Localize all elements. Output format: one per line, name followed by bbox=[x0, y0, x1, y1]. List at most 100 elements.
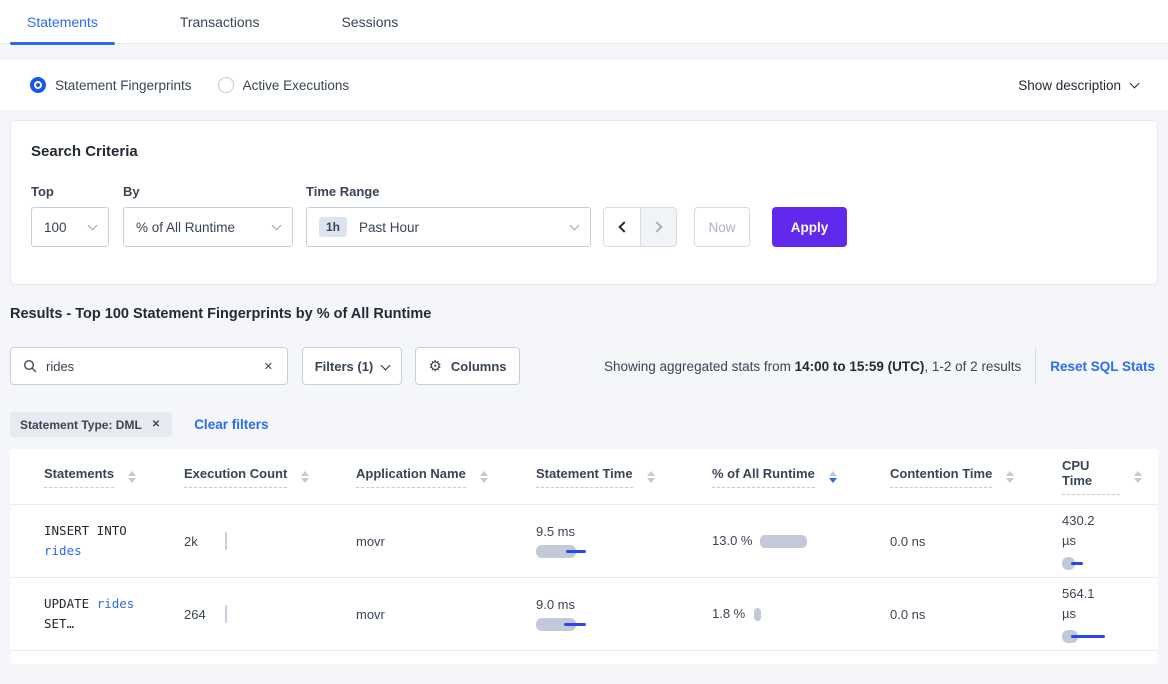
by-select[interactable]: % of All Runtime bbox=[123, 207, 293, 247]
execution-count-cell: 2k bbox=[184, 532, 356, 550]
time-bar bbox=[536, 544, 626, 559]
top-field: Top 100 bbox=[31, 184, 109, 247]
prev-time-button[interactable] bbox=[604, 208, 640, 246]
cpu-time-cell: 430.2 µs bbox=[1062, 511, 1142, 571]
show-description-toggle[interactable]: Show description bbox=[1018, 77, 1140, 93]
sort-icon[interactable] bbox=[128, 470, 137, 483]
time-range-select[interactable]: 1h Past Hour bbox=[306, 207, 591, 247]
radio-statement-fingerprints[interactable]: Statement Fingerprints bbox=[30, 77, 192, 93]
execution-count-cell: 264 bbox=[184, 605, 356, 623]
radio-unselected-icon[interactable] bbox=[217, 77, 234, 93]
col-application-name: Application Name bbox=[356, 466, 536, 488]
time-range-field: Time Range 1h Past Hour bbox=[293, 184, 591, 247]
table-link: rides bbox=[96, 596, 135, 611]
search-criteria-form: Top 100 By % of All Runtime Time Range 1… bbox=[31, 184, 1137, 247]
now-button[interactable]: Now bbox=[694, 207, 750, 247]
col-execution-count: Execution Count bbox=[184, 466, 356, 488]
sort-icon[interactable] bbox=[479, 470, 488, 483]
table-row[interactable]: UPDATE rides SET… 264 movr 9.0 ms 1.8 % … bbox=[10, 578, 1158, 651]
by-select-value: % of All Runtime bbox=[136, 219, 236, 235]
chevron-down-icon bbox=[380, 360, 391, 370]
search-criteria-card: Search Criteria Top 100 By % of All Runt… bbox=[10, 120, 1158, 285]
radio-active-exec-label: Active Executions bbox=[242, 77, 350, 93]
tab-sessions[interactable]: Sessions bbox=[341, 13, 399, 30]
filter-chip-statement-type[interactable]: Statement Type: DML ✕ bbox=[10, 412, 173, 437]
col-statements: Statements bbox=[44, 466, 184, 488]
statement-time-cell: 9.5 ms bbox=[536, 524, 712, 559]
mini-bar bbox=[225, 605, 227, 623]
time-range-pager bbox=[603, 207, 677, 247]
radio-selected-icon[interactable] bbox=[30, 77, 46, 93]
col-cpu-time: CPU Time bbox=[1062, 458, 1142, 495]
vertical-divider bbox=[1035, 347, 1037, 385]
chevron-down-icon bbox=[569, 220, 580, 230]
show-description-label: Show description bbox=[1018, 77, 1121, 93]
pct-runtime-cell: 1.8 % bbox=[712, 604, 890, 624]
contention-time-cell: 0.0 ns bbox=[890, 606, 926, 622]
results-controls-row: ✕ Filters (1) ⚙ Columns Showing aggregat… bbox=[10, 347, 1158, 385]
clear-filters-link[interactable]: Clear filters bbox=[194, 417, 269, 432]
gear-icon: ⚙ bbox=[428, 357, 442, 375]
filter-chips-row: Statement Type: DML ✕ Clear filters bbox=[10, 412, 1158, 437]
statement-search-box[interactable]: ✕ bbox=[10, 347, 288, 385]
stats-time-range: 14:00 to 15:59 (UTC) bbox=[794, 358, 925, 374]
top-label: Top bbox=[31, 184, 54, 199]
col-pct-runtime: % of All Runtime bbox=[712, 466, 890, 488]
columns-label: Columns bbox=[450, 358, 507, 374]
pct-runtime-cell: 13.0 % bbox=[712, 531, 890, 551]
chevron-right-icon bbox=[651, 221, 663, 233]
time-bar bbox=[1062, 630, 1122, 644]
clear-search-icon[interactable]: ✕ bbox=[263, 360, 273, 373]
statements-table: Statements Execution Count Application N… bbox=[10, 449, 1158, 664]
radio-active-executions[interactable]: Active Executions bbox=[217, 77, 350, 93]
search-input[interactable] bbox=[46, 358, 262, 374]
mini-bar bbox=[225, 532, 227, 550]
radio-fingerprints-label: Statement Fingerprints bbox=[55, 77, 192, 93]
statement-fingerprint-cell[interactable]: UPDATE rides SET… bbox=[44, 596, 135, 631]
sort-icon-active[interactable] bbox=[828, 470, 837, 483]
by-label: By bbox=[123, 184, 140, 199]
search-criteria-title: Search Criteria bbox=[31, 143, 138, 160]
chevron-down-icon bbox=[271, 220, 282, 230]
next-time-button[interactable] bbox=[640, 208, 676, 246]
table-header-row: Statements Execution Count Application N… bbox=[10, 449, 1158, 505]
time-bar bbox=[536, 617, 626, 632]
tab-transactions[interactable]: Transactions bbox=[179, 13, 260, 30]
aggregated-stats-text: Showing aggregated stats from 14:00 to 1… bbox=[604, 358, 1022, 374]
sort-icon[interactable] bbox=[646, 470, 655, 483]
time-bar bbox=[1062, 557, 1122, 571]
remove-filter-icon[interactable]: ✕ bbox=[151, 419, 161, 430]
filters-button[interactable]: Filters (1) bbox=[302, 347, 402, 385]
statement-time-cell: 9.0 ms bbox=[536, 597, 712, 632]
pct-bar bbox=[760, 534, 807, 548]
application-name-cell: movr bbox=[356, 606, 385, 622]
table-row[interactable]: INSERT INTO rides 2k movr 9.5 ms 13.0 % … bbox=[10, 505, 1158, 578]
by-field: By % of All Runtime bbox=[109, 184, 293, 247]
statement-fingerprint-cell[interactable]: INSERT INTO rides bbox=[44, 523, 127, 558]
time-range-badge: 1h bbox=[319, 217, 348, 237]
col-contention-time: Contention Time bbox=[890, 466, 1062, 488]
chevron-down-icon bbox=[87, 220, 98, 230]
results-heading: Results - Top 100 Statement Fingerprints… bbox=[10, 306, 432, 322]
chevron-left-icon bbox=[617, 221, 630, 233]
sort-icon[interactable] bbox=[1134, 470, 1142, 483]
time-range-value: Past Hour bbox=[359, 219, 420, 235]
tab-statements[interactable]: Statements bbox=[10, 0, 115, 45]
sql-activity-tabbar: Statements Transactions Sessions bbox=[0, 0, 1168, 45]
filter-chip-label: Statement Type: DML bbox=[20, 417, 142, 432]
pct-bar bbox=[754, 607, 761, 621]
columns-button[interactable]: ⚙ Columns bbox=[415, 347, 520, 385]
filters-label: Filters (1) bbox=[314, 358, 374, 374]
cpu-time-cell: 564.1 µs bbox=[1062, 584, 1142, 644]
table-link: rides bbox=[44, 543, 82, 558]
top-select[interactable]: 100 bbox=[31, 207, 109, 247]
sort-icon[interactable] bbox=[1006, 470, 1015, 483]
col-statement-time: Statement Time bbox=[536, 466, 712, 488]
search-icon bbox=[23, 359, 37, 373]
view-toggle-bar: Statement Fingerprints Active Executions… bbox=[0, 60, 1168, 110]
sort-icon[interactable] bbox=[301, 470, 310, 483]
reset-sql-stats-link[interactable]: Reset SQL Stats bbox=[1050, 358, 1155, 374]
chevron-down-icon bbox=[1129, 78, 1140, 88]
contention-time-cell: 0.0 ns bbox=[890, 533, 926, 549]
apply-button[interactable]: Apply bbox=[772, 207, 847, 247]
